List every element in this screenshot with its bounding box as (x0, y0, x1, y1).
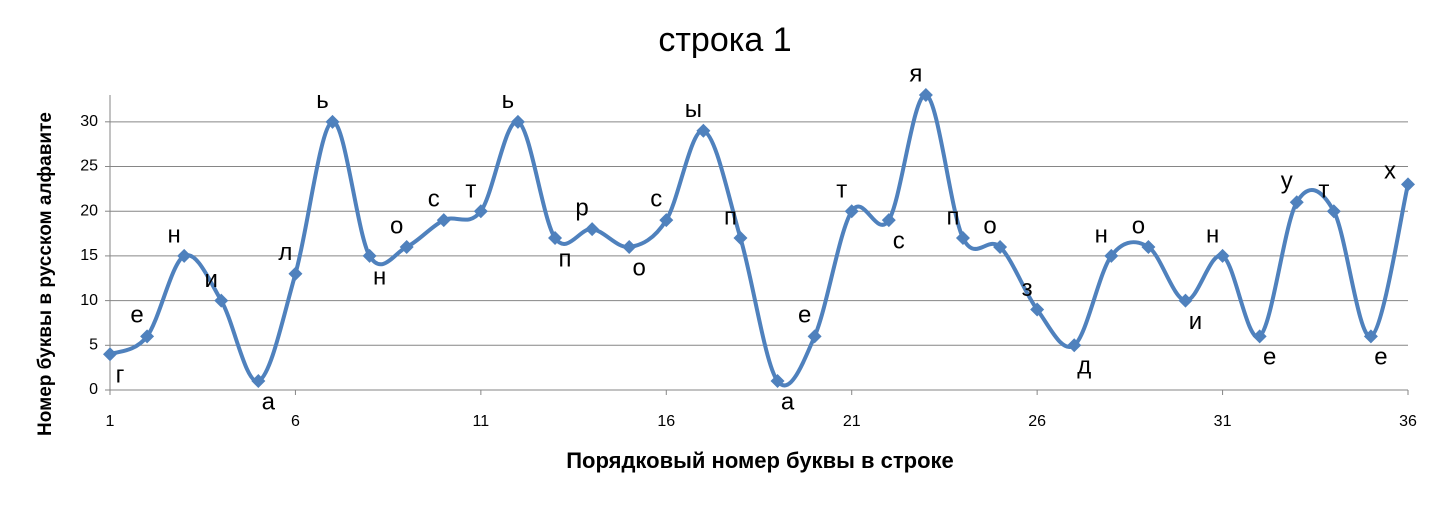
data-point (362, 248, 377, 263)
point-label: н (373, 263, 386, 290)
x-tick-label: 31 (1214, 413, 1232, 430)
x-tick-label: 21 (843, 413, 861, 430)
point-label: р (575, 194, 588, 221)
data-point (1401, 177, 1415, 192)
y-tick-label: 5 (89, 337, 98, 354)
point-label: с (893, 227, 905, 254)
y-tick-label: 0 (89, 381, 98, 398)
data-point (807, 329, 822, 344)
data-point (1289, 195, 1304, 210)
point-label: е (130, 302, 143, 329)
data-point (1067, 338, 1082, 353)
data-point (548, 231, 563, 246)
point-label: п (724, 203, 737, 230)
data-point (214, 293, 229, 308)
point-label: т (1318, 177, 1329, 204)
point-label: е (798, 302, 811, 329)
point-label: п (559, 245, 572, 272)
data-point (1363, 329, 1378, 344)
data-point (251, 374, 266, 389)
point-label: и (205, 266, 218, 293)
data-point (473, 204, 488, 219)
chart-title: строка 1 (658, 21, 791, 59)
y-tick-label: 10 (80, 292, 98, 309)
data-point (881, 213, 896, 228)
data-point (844, 204, 859, 219)
point-label: з (1022, 275, 1033, 302)
point-label: н (1095, 221, 1108, 248)
point-label: и (1189, 308, 1202, 335)
point-label: о (983, 212, 996, 239)
point-label: х (1384, 158, 1396, 185)
point-label: о (633, 254, 646, 281)
data-point (1141, 239, 1156, 254)
x-tick-label: 6 (291, 413, 300, 430)
data-point (1252, 329, 1267, 344)
data-point (993, 239, 1008, 254)
data-point (288, 266, 303, 281)
point-label: ь (502, 87, 515, 114)
x-axis-title: Порядковый номер буквы в строке (566, 448, 954, 473)
data-point (733, 231, 748, 246)
y-axis-title: Номер буквы в русском алфавите (35, 112, 56, 436)
data-point (103, 347, 117, 362)
y-tick-label: 20 (80, 202, 98, 219)
data-point (399, 239, 414, 254)
data-point (918, 88, 933, 102)
point-label: ь (316, 87, 329, 114)
x-tick-label: 26 (1028, 413, 1046, 430)
data-point (325, 114, 340, 129)
x-tick-label: 36 (1399, 413, 1417, 430)
y-tick-label: 25 (80, 158, 98, 175)
data-point (1215, 248, 1230, 263)
x-tick-label: 16 (657, 413, 675, 430)
point-label: е (1263, 344, 1276, 371)
point-label: я (909, 60, 922, 87)
point-label: н (1206, 221, 1219, 248)
point-label: с (428, 185, 440, 212)
x-tick-label: 1 (106, 413, 115, 430)
data-point (659, 213, 674, 228)
y-tick-label: 30 (80, 113, 98, 130)
point-label: ы (685, 96, 702, 123)
y-tick-label: 15 (80, 247, 98, 264)
point-label: о (390, 212, 403, 239)
point-label: о (1132, 212, 1145, 239)
data-point (622, 239, 637, 254)
data-point (585, 222, 600, 237)
point-label: д (1077, 353, 1091, 380)
point-label: т (836, 177, 847, 204)
data-point (1326, 204, 1341, 219)
point-label: с (650, 185, 662, 212)
point-label: п (946, 203, 959, 230)
data-point (696, 123, 711, 138)
data-point (177, 248, 192, 263)
point-label: л (278, 239, 292, 266)
point-label: а (781, 388, 795, 415)
data-point (770, 374, 785, 389)
data-point (140, 329, 155, 344)
point-label: а (262, 388, 276, 415)
point-label: н (168, 221, 181, 248)
point-label: т (465, 177, 476, 204)
data-point (510, 114, 525, 129)
point-label: г (116, 362, 125, 389)
point-label: е (1374, 344, 1387, 371)
data-point (1178, 293, 1193, 308)
point-label: у (1281, 168, 1293, 195)
x-tick-label: 11 (473, 413, 490, 430)
data-point (1030, 302, 1045, 317)
data-point (955, 231, 970, 246)
data-point (436, 213, 451, 228)
data-point (1104, 248, 1119, 263)
